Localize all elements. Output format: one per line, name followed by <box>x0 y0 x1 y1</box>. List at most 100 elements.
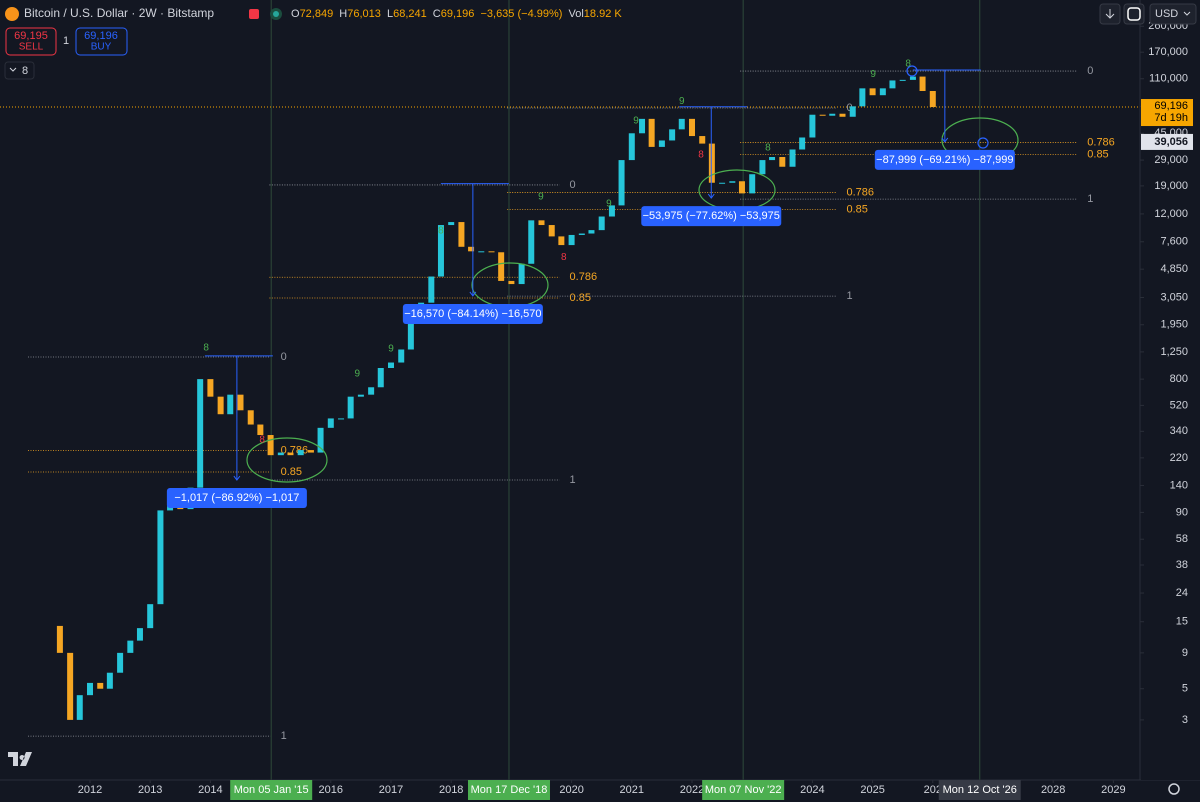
y-tick-label: 3,050 <box>1160 291 1188 303</box>
candle-body <box>86 682 93 696</box>
candle-body <box>779 157 786 167</box>
candle-body <box>799 137 806 150</box>
fullscreen-button[interactable] <box>1123 3 1145 25</box>
td-count: 9 <box>355 369 361 380</box>
fib-level-label: 0 <box>281 351 287 363</box>
currency-button[interactable] <box>1149 3 1197 25</box>
candle-body <box>849 106 856 117</box>
candle-body <box>127 640 134 653</box>
date-marker-label: Mon 05 Jan '15 <box>234 784 309 796</box>
candle-body <box>297 450 304 456</box>
fib-level-label: 0.85 <box>1087 149 1108 161</box>
point-marker <box>906 65 918 77</box>
candle-body <box>67 652 74 720</box>
candle-body <box>478 251 485 253</box>
candle-body <box>508 280 515 285</box>
change: −3,635 (−4.99%) <box>480 8 562 20</box>
candle-body <box>448 222 455 226</box>
marker-price-label: 39,056 <box>1154 136 1188 148</box>
ohlc-key: C <box>433 8 441 20</box>
highlight-ellipse <box>246 437 328 483</box>
plot-area: 00.7860.85100.7860.85100.7860.85100.7860… <box>0 0 1140 780</box>
fib-level-label: 0.85 <box>570 292 591 304</box>
candle-body <box>769 157 776 161</box>
y-tick-label: 58 <box>1176 533 1188 545</box>
x-tick-label: 202 <box>924 784 942 796</box>
flag-icon[interactable] <box>249 9 259 19</box>
settings-icon[interactable] <box>1168 783 1180 795</box>
candle-body <box>357 394 364 397</box>
td-count: 8 <box>438 226 444 237</box>
fib-level-label: 0 <box>846 102 852 114</box>
candle-body <box>628 133 635 161</box>
candle-body <box>909 76 916 80</box>
candle-body <box>287 452 294 456</box>
y-tick-label: 220 <box>1170 452 1188 464</box>
fib-level-label: 0.786 <box>281 444 309 456</box>
candle-body <box>217 396 224 415</box>
ohlc: O72,849 H76,013 L68,241 C69,196 −3,635 (… <box>291 8 622 20</box>
sell-button[interactable] <box>5 27 57 56</box>
ohlc-value: 68,241 <box>393 8 427 20</box>
td-count: 9 <box>388 344 394 355</box>
candle-body <box>819 114 826 116</box>
candle-body <box>117 652 124 673</box>
candle-body <box>468 246 475 252</box>
y-tick-label: 38 <box>1176 559 1188 571</box>
x-tick-label: 2024 <box>800 784 824 796</box>
symbol-logo <box>5 7 19 21</box>
volume: 18.92 K <box>584 8 623 20</box>
x-tick-label: 2020 <box>559 784 583 796</box>
symbol-title[interactable]: Bitcoin / U.S. Dollar · 2W · Bitstamp <box>24 6 214 20</box>
measure-arrow <box>941 137 949 143</box>
candle-body <box>809 114 816 138</box>
market-status-dot <box>273 11 279 17</box>
candle-body <box>498 252 505 281</box>
candle-body <box>347 396 354 419</box>
candle-body <box>97 682 104 689</box>
candle-body <box>749 174 756 194</box>
indicators-toggle[interactable] <box>4 61 35 80</box>
y-tick-label: 90 <box>1176 506 1188 518</box>
candle-body <box>829 113 836 116</box>
x-tick-label: 2022 <box>680 784 704 796</box>
x-tick-label: 2014 <box>198 784 222 796</box>
chevron-icon <box>9 67 17 72</box>
fib-level-label: 0.786 <box>570 271 598 283</box>
candle-body <box>678 118 685 130</box>
measure-label: −16,570 (−84.14%) −16,570 <box>404 308 541 320</box>
date-marker-label: Mon 07 Nov '22 <box>705 784 782 796</box>
candle-body <box>257 424 264 436</box>
fib-level-label: 0.786 <box>1087 136 1115 148</box>
y-tick-label: 7,600 <box>1160 236 1188 248</box>
y-tick-label: 4,850 <box>1160 263 1188 275</box>
square-icon <box>1127 7 1141 21</box>
candle-body <box>558 236 565 246</box>
td-count: 8 <box>203 343 209 354</box>
candle-body <box>618 160 625 206</box>
td-count: 8 <box>765 142 771 153</box>
ohlc-key: L <box>387 8 393 20</box>
countdown-label: 7d 19h <box>1154 112 1188 124</box>
candle-body <box>428 276 435 303</box>
fib-level-label: 0.85 <box>281 466 302 478</box>
fib-level-label: 1 <box>846 290 852 302</box>
measure-label-box <box>641 206 782 227</box>
y-tick-label: 29,000 <box>1154 154 1188 166</box>
candle-body <box>437 225 444 277</box>
candle-body <box>598 216 605 231</box>
fib-level-label: 0.786 <box>846 186 874 198</box>
chevron-icon <box>1183 11 1191 16</box>
y-tick-label: 24 <box>1176 587 1188 599</box>
candle-body <box>317 427 324 453</box>
candle-body <box>839 113 846 117</box>
candle-body <box>528 220 535 264</box>
date-marker-label: Mon 12 Oct '26 <box>943 784 1017 796</box>
candle-body <box>919 76 926 91</box>
candle-body <box>398 349 405 363</box>
buy-button[interactable] <box>75 27 128 56</box>
td-count: 8 <box>905 59 911 70</box>
candle-body <box>338 418 345 420</box>
candle-body <box>407 309 414 350</box>
